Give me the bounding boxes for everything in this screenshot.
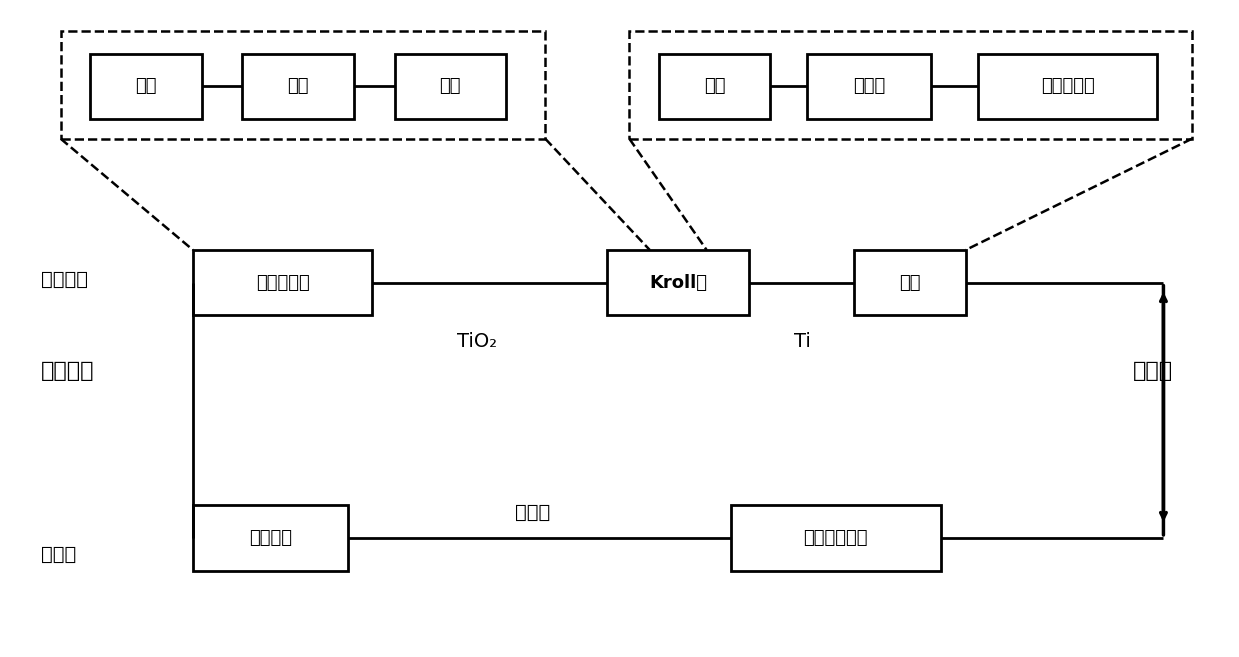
FancyBboxPatch shape [243, 54, 353, 119]
Text: Ti: Ti [794, 332, 810, 351]
Text: Kroll法: Kroll法 [649, 274, 707, 292]
FancyBboxPatch shape [193, 250, 372, 315]
FancyBboxPatch shape [607, 250, 750, 315]
Text: 氯化镁电解: 氯化镁电解 [1041, 78, 1094, 95]
FancyBboxPatch shape [808, 54, 930, 119]
Text: 传统流程: 传统流程 [41, 270, 88, 289]
FancyBboxPatch shape [629, 31, 1192, 139]
Text: 钛合金: 钛合金 [1132, 361, 1172, 381]
Text: 钛酸盐: 钛酸盐 [515, 503, 550, 522]
Text: 硫酸法钛白: 硫酸法钛白 [255, 274, 310, 292]
Text: 水解: 水解 [287, 78, 309, 95]
FancyBboxPatch shape [731, 505, 940, 570]
FancyBboxPatch shape [855, 250, 965, 315]
Text: 液态阴极电解: 液态阴极电解 [804, 529, 869, 547]
Text: TiO₂: TiO₂ [457, 332, 497, 351]
FancyBboxPatch shape [394, 54, 506, 119]
FancyBboxPatch shape [90, 54, 202, 119]
Text: 含钛资源: 含钛资源 [41, 361, 94, 381]
Text: 新流程: 新流程 [41, 545, 76, 564]
Text: 酸解: 酸解 [135, 78, 157, 95]
Text: 熔兑: 熔兑 [900, 274, 921, 292]
FancyBboxPatch shape [193, 505, 347, 570]
Text: 煅烧: 煅烧 [440, 78, 461, 95]
FancyBboxPatch shape [978, 54, 1157, 119]
FancyBboxPatch shape [61, 31, 545, 139]
Text: 熔体分离: 熔体分离 [249, 529, 291, 547]
Text: 氯化: 氯化 [704, 78, 726, 95]
Text: 热还原: 热还原 [854, 78, 886, 95]
FancyBboxPatch shape [659, 54, 771, 119]
